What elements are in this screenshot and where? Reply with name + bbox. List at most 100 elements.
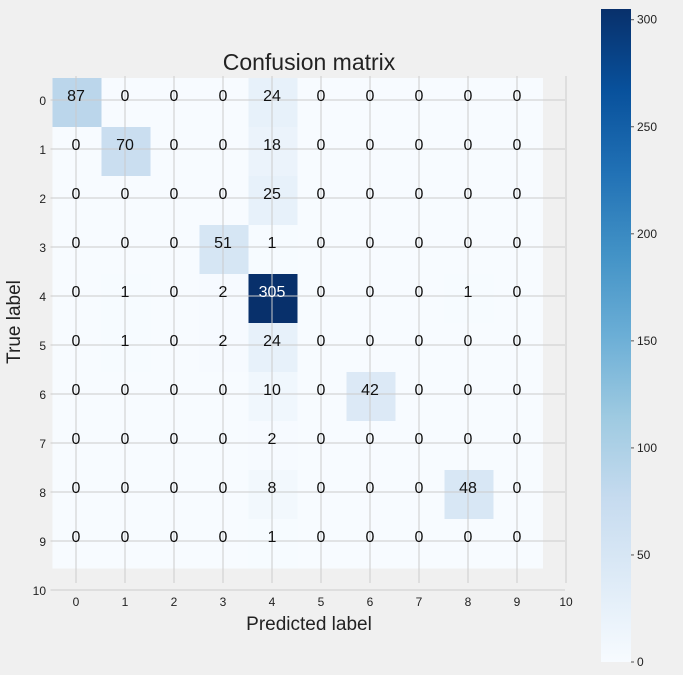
cell-value-label: 48: [459, 480, 477, 497]
heatmap-cell: [297, 78, 347, 128]
heatmap-cell: [248, 519, 298, 569]
y-tick-label: 5: [39, 339, 46, 353]
heatmap-cell: [248, 176, 298, 226]
heatmap-cell: [52, 372, 102, 422]
heatmap-cell: [101, 421, 151, 471]
y-axis-label: True label: [4, 280, 25, 364]
cell-value-label: 0: [366, 529, 375, 546]
heatmap-cell: [444, 470, 494, 520]
heatmap-cell: [395, 323, 445, 373]
cell-value-label: 24: [263, 88, 281, 105]
heatmap-cell: [248, 421, 298, 471]
cell-value-label: 8: [268, 480, 277, 497]
chart-title: Confusion matrix: [223, 49, 396, 75]
cell-value-label: 0: [317, 235, 326, 252]
heatmap-cell: [199, 323, 249, 373]
cell-value-label: 0: [72, 382, 81, 399]
heatmap-cell: [493, 225, 543, 275]
cell-value-label: 24: [263, 333, 281, 350]
cell-value-label: 0: [170, 480, 179, 497]
cell-value-label: 0: [170, 529, 179, 546]
heatmap-cell: [150, 372, 200, 422]
heatmap-cell: [52, 519, 102, 569]
heatmap-cell: [346, 323, 396, 373]
y-tick-label: 6: [39, 388, 46, 402]
heatmap-cell: [346, 470, 396, 520]
cell-value-label: 0: [72, 235, 81, 252]
cell-value-label: 0: [513, 186, 522, 203]
heatmap-cell: [150, 225, 200, 275]
heatmap-cell: [101, 372, 151, 422]
cell-value-label: 0: [219, 431, 228, 448]
cell-value-label: 0: [415, 382, 424, 399]
heatmap-cell: [346, 127, 396, 177]
colorbar-tick-label: 50: [637, 548, 651, 562]
heatmap-cell: [150, 470, 200, 520]
heatmap-cell: [346, 372, 396, 422]
cell-value-label: 0: [317, 333, 326, 350]
heatmap-cell: [199, 127, 249, 177]
heatmap-cell: [395, 127, 445, 177]
cell-value-label: 0: [121, 235, 130, 252]
cell-value-label: 0: [121, 382, 130, 399]
cell-value-label: 0: [170, 235, 179, 252]
cell-value-label: 0: [464, 235, 473, 252]
cell-value-label: 2: [219, 333, 228, 350]
heatmap-cell: [101, 127, 151, 177]
heatmap-cell: [297, 519, 347, 569]
cell-values: 87 0 0 0 24 0 0 0 0 00 70 0 0 18 0 0 0 0 00 0 0 0 25 0 0 0 0 00 0 0 51…: [67, 88, 521, 546]
cell-value-label: 0: [170, 382, 179, 399]
colorbar: [601, 9, 631, 662]
heatmap-cell: [444, 127, 494, 177]
cell-value-label: 2: [219, 284, 228, 301]
cell-value-label: 0: [415, 137, 424, 154]
heatmap-cell: [346, 519, 396, 569]
heatmap-cell: [199, 470, 249, 520]
heatmap-cell: [297, 176, 347, 226]
y-tick-label: 1: [39, 143, 46, 157]
x-tick-label: 9: [514, 595, 521, 609]
heatmap-cell: [297, 372, 347, 422]
y-tick-label: 7: [39, 437, 46, 451]
colorbar-tick-label: 100: [637, 441, 657, 455]
cell-value-label: 0: [366, 333, 375, 350]
x-axis-label: Predicted label: [246, 614, 372, 635]
y-tick-label: 2: [39, 192, 46, 206]
cell-value-label: 0: [317, 88, 326, 105]
cell-value-label: 2: [268, 431, 277, 448]
colorbar-tick-label: 150: [637, 334, 657, 348]
cell-value-label: 0: [513, 284, 522, 301]
y-tick-label: 0: [39, 94, 46, 108]
cell-value-label: 0: [72, 529, 81, 546]
cell-value-label: 0: [464, 88, 473, 105]
cell-value-label: 0: [415, 431, 424, 448]
x-tick-label: 4: [269, 595, 276, 609]
cell-value-label: 0: [366, 431, 375, 448]
x-tick-label: 3: [220, 595, 227, 609]
y-tick-label: 10: [33, 584, 47, 598]
heatmap-cell: [297, 323, 347, 373]
heatmap-cell: [150, 274, 200, 324]
heatmap-cell: [52, 470, 102, 520]
cell-value-label: 0: [366, 88, 375, 105]
heatmap-cell: [52, 274, 102, 324]
heatmap-cell: [199, 421, 249, 471]
heatmap-cell: [52, 127, 102, 177]
cell-value-label: 0: [513, 88, 522, 105]
cell-value-label: 0: [464, 529, 473, 546]
cell-value-label: 0: [219, 88, 228, 105]
cell-value-label: 0: [317, 284, 326, 301]
cell-value-label: 0: [513, 431, 522, 448]
heatmap-cell: [101, 323, 151, 373]
heatmap-cell: [395, 78, 445, 128]
heatmap-cell: [199, 519, 249, 569]
heatmap-cell: [52, 78, 102, 128]
cell-value-label: 1: [121, 284, 130, 301]
heatmap-cells: [52, 78, 543, 569]
heatmap-cell: [297, 225, 347, 275]
heatmap-cell: [297, 274, 347, 324]
heatmap-cell: [248, 323, 298, 373]
colorbar-tick-labels: 0 50 100 150 200 250 300: [631, 13, 657, 669]
y-tick-labels: 0 1 2 3 4 5 6 7 8 9 10: [33, 94, 47, 598]
cell-value-label: 0: [317, 186, 326, 203]
